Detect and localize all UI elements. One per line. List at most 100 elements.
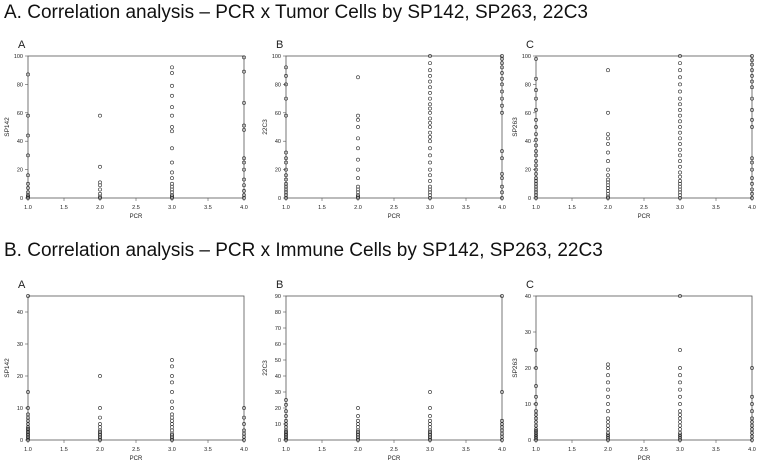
y-axis-label: 22C3 (262, 360, 269, 376)
data-point (606, 432, 610, 437)
data-point (678, 82, 682, 87)
data-point (26, 194, 30, 199)
data-point (26, 294, 30, 298)
data-point (678, 170, 682, 175)
y-tick-label: 70 (275, 326, 281, 332)
x-tick-label: 2.5 (640, 205, 648, 211)
data-point (678, 184, 682, 189)
data-point (428, 54, 432, 58)
data-point (26, 390, 30, 394)
x-axis-label: PCR (388, 214, 401, 220)
data-point (750, 176, 754, 181)
x-axis-label: PCR (130, 214, 143, 220)
data-point (428, 406, 432, 410)
data-point (26, 190, 30, 195)
data-point (428, 422, 432, 426)
y-tick-label: 90 (275, 294, 281, 300)
data-point (26, 412, 30, 417)
x-tick-label: 1.0 (282, 447, 290, 453)
data-point (606, 436, 610, 441)
data-point (678, 181, 682, 186)
data-point (606, 186, 610, 190)
data-point (356, 190, 360, 195)
data-point (356, 157, 360, 162)
data-point (98, 374, 102, 378)
y-tick-label: 10 (17, 406, 23, 412)
data-point (284, 73, 288, 78)
data-point (284, 181, 288, 186)
data-point (356, 136, 360, 141)
data-point (242, 196, 246, 200)
data-point (678, 438, 682, 442)
data-point (98, 425, 102, 430)
scatter-panel-immune-sp142: A 1.0 1.5 2.0 2.5 3.0 3.5 4.0 0 10 20 30 40 PCR SP142 (4, 279, 248, 462)
data-point (284, 414, 288, 418)
data-point (428, 179, 432, 183)
data-point (428, 102, 432, 107)
x-tick-label: 3.5 (712, 205, 720, 211)
data-point (606, 110, 610, 115)
data-point (750, 416, 754, 421)
data-point (750, 125, 754, 129)
scatter-panel-immune-22c3: B 1.0 1.5 2.0 2.5 3.0 3.5 4.0 0 10 20 30 40 50 60 70 80 9… (262, 279, 506, 462)
y-tick-label: 100 (522, 54, 531, 60)
data-point (534, 193, 538, 198)
data-point (606, 196, 610, 200)
y-tick-label: 100 (272, 54, 281, 60)
data-point (678, 436, 682, 441)
data-point (678, 434, 682, 439)
data-point (534, 88, 538, 92)
x-tick-label: 1.5 (568, 447, 576, 453)
data-point (750, 402, 754, 406)
data-point (534, 384, 538, 388)
data-point (750, 438, 754, 442)
data-point (500, 65, 504, 70)
data-point (500, 89, 504, 94)
x-tick-label: 2.5 (132, 205, 140, 211)
data-point (534, 430, 538, 435)
x-tick-label: 1.5 (318, 205, 326, 211)
x-tick-label: 3.0 (426, 205, 434, 211)
data-point (678, 125, 682, 129)
y-tick-label: 60 (275, 342, 281, 348)
data-point (428, 120, 432, 125)
data-point (678, 196, 682, 200)
data-point (98, 164, 102, 169)
data-point (750, 68, 754, 73)
x-tick-label: 2.5 (390, 205, 398, 211)
data-point (428, 96, 432, 101)
data-point (606, 188, 610, 193)
x-tick-label: 1.5 (318, 447, 326, 453)
data-point (428, 61, 432, 66)
data-point (678, 387, 682, 392)
y-tick-label: 80 (17, 82, 23, 88)
data-point (500, 418, 504, 423)
x-tick-label: 4.0 (240, 447, 248, 453)
y-tick-label: 80 (525, 82, 531, 88)
data-point (170, 415, 174, 420)
x-tick-label: 4.0 (498, 447, 506, 453)
data-point (428, 79, 432, 84)
data-point (678, 75, 682, 80)
y-tick-label: 10 (525, 402, 531, 408)
x-tick-label: 2.0 (604, 447, 612, 453)
x-tick-label: 1.5 (60, 205, 68, 211)
data-point (26, 196, 30, 200)
data-point (428, 430, 432, 434)
data-point (606, 416, 610, 421)
data-point (534, 167, 538, 172)
data-point (500, 82, 504, 87)
y-tick-label: 60 (275, 111, 281, 117)
data-point (284, 187, 288, 192)
data-point (26, 173, 30, 178)
data-point (534, 438, 538, 442)
data-point (606, 191, 610, 196)
x-tick-label: 3.0 (426, 447, 434, 453)
y-tick-label: 10 (275, 422, 281, 428)
y-tick-label: 40 (275, 139, 281, 145)
data-point (678, 136, 682, 141)
y-axis-label: 22C3 (262, 119, 269, 135)
data-point (534, 187, 538, 192)
x-tick-label: 2.0 (96, 205, 104, 211)
data-point (500, 61, 504, 66)
